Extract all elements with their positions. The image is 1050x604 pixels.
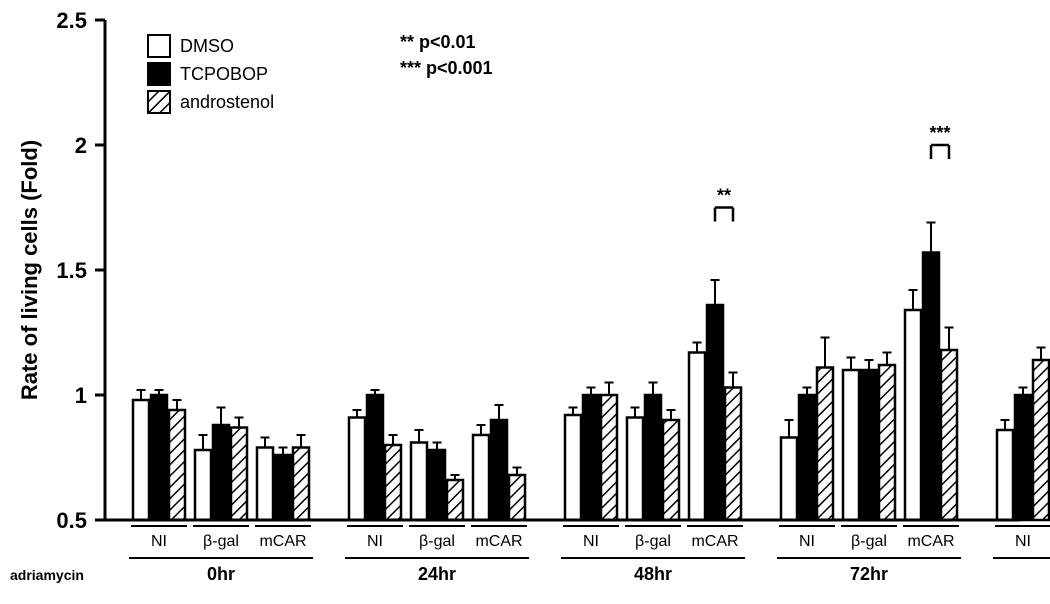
x-row-title: adriamycin	[10, 567, 84, 583]
subgroup-label: NI	[1015, 533, 1031, 550]
bar	[151, 395, 167, 520]
subgroup-label: NI	[367, 533, 383, 550]
bar	[601, 395, 617, 520]
bar	[231, 428, 247, 521]
bar	[491, 420, 507, 520]
bar	[627, 418, 643, 521]
legend-swatch	[148, 91, 170, 113]
pvalue-legend-item: ** p<0.01	[400, 32, 476, 52]
y-tick-label: 1.5	[56, 258, 87, 283]
bar	[645, 395, 661, 520]
y-tick-label: 1	[75, 383, 87, 408]
bar	[997, 430, 1013, 520]
legend-swatch	[148, 35, 170, 57]
subgroup-label: NI	[799, 533, 815, 550]
bar-chart: 0.5 1 1.5 2 2.5 Rate of living cells (Fold) NI…	[0, 0, 1050, 604]
y-tick-label: 2	[75, 133, 87, 158]
bar	[725, 388, 741, 521]
bar	[169, 410, 185, 520]
legend-label: DMSO	[180, 36, 234, 56]
subgroup-label: mCAR	[907, 533, 954, 550]
bar	[429, 450, 445, 520]
bar	[509, 475, 525, 520]
bar	[411, 443, 427, 521]
bar	[293, 448, 309, 521]
bar	[905, 310, 921, 520]
bar	[367, 395, 383, 520]
y-tick-label: 0.5	[56, 508, 87, 533]
bar	[565, 415, 581, 520]
sig-label: **	[717, 186, 731, 206]
bar	[941, 350, 957, 520]
bar	[879, 365, 895, 520]
subgroup-label: β-gal	[203, 533, 239, 550]
subgroup-label: mCAR	[691, 533, 738, 550]
subgroup-label: NI	[583, 533, 599, 550]
bar	[861, 370, 877, 520]
time-label: 72hr	[850, 564, 888, 584]
bar	[1015, 395, 1031, 520]
bar	[689, 353, 705, 521]
bar	[1033, 360, 1049, 520]
chart-svg: 0.5 1 1.5 2 2.5 Rate of living cells (Fold) NI…	[0, 0, 1050, 604]
time-label: 24hr	[418, 564, 456, 584]
subgroup-label: β-gal	[635, 533, 671, 550]
subgroup-label: mCAR	[259, 533, 306, 550]
bar	[133, 400, 149, 520]
bar	[349, 418, 365, 521]
bar	[447, 480, 463, 520]
bar	[583, 395, 599, 520]
bar	[195, 450, 211, 520]
bar	[213, 425, 229, 520]
bar	[799, 395, 815, 520]
bar	[707, 305, 723, 520]
legend-swatch	[148, 63, 170, 85]
y-axis-title: Rate of living cells (Fold)	[17, 140, 42, 400]
y-tick-label: 2.5	[56, 8, 87, 33]
time-label: 48hr	[634, 564, 672, 584]
bar	[781, 438, 797, 521]
subgroup-label: β-gal	[419, 533, 455, 550]
bar	[473, 435, 489, 520]
bar	[923, 253, 939, 521]
bar	[817, 368, 833, 521]
bar	[257, 448, 273, 521]
subgroup-label: β-gal	[851, 533, 887, 550]
subgroup-label: mCAR	[475, 533, 522, 550]
bar	[663, 420, 679, 520]
pvalue-legend-item: *** p<0.001	[400, 58, 493, 78]
bar	[275, 455, 291, 520]
bar	[843, 370, 859, 520]
legend-label: androstenol	[180, 92, 274, 112]
legend-label: TCPOBOP	[180, 64, 268, 84]
time-label: 0hr	[207, 564, 235, 584]
sig-label: ***	[929, 123, 950, 143]
bar	[385, 445, 401, 520]
subgroup-label: NI	[151, 533, 167, 550]
